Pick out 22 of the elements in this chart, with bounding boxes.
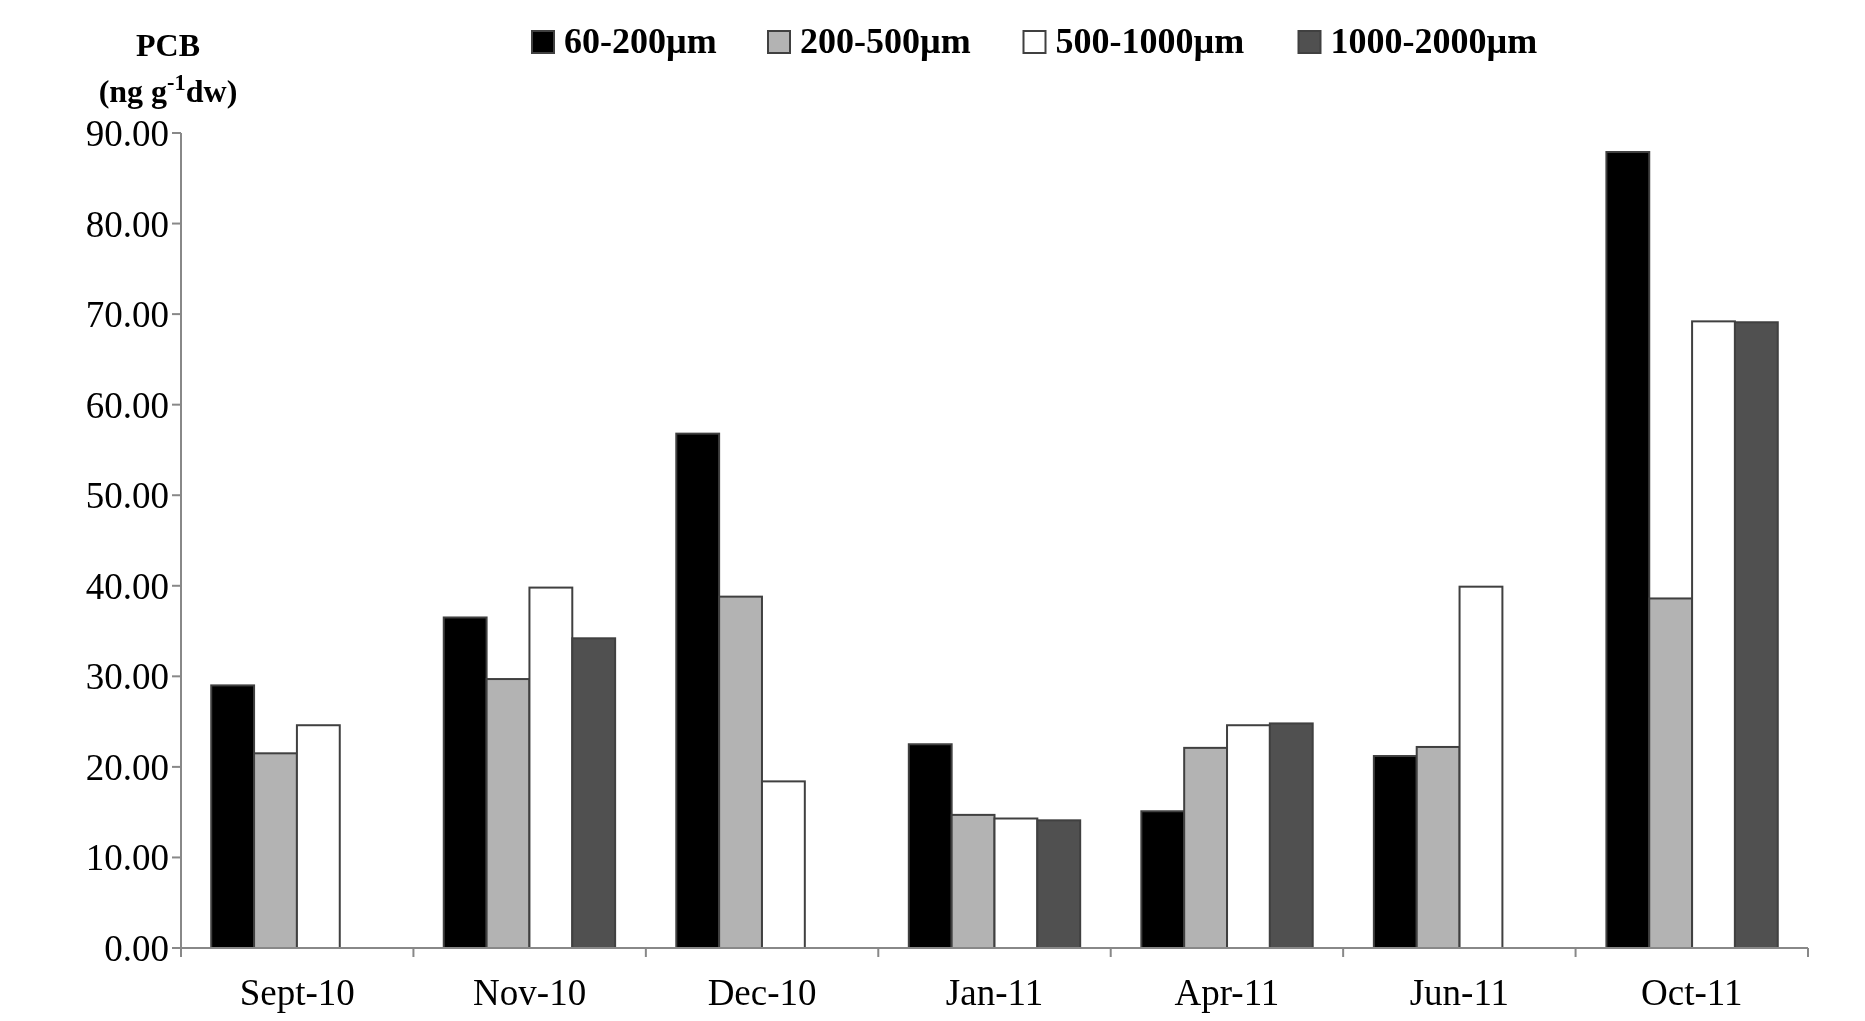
- legend-label: 500-1000µm: [1055, 21, 1245, 61]
- y-tick-label: 80.00: [85, 203, 169, 245]
- x-tick-label: Oct-11: [1641, 972, 1743, 1013]
- y-axis-title: PCB (ng g$^{-1}$dw): [98, 27, 238, 109]
- y-tick-label: 20.00: [85, 746, 169, 788]
- y-tick-label: 50.00: [85, 475, 169, 517]
- y-tick-label: 10.00: [85, 837, 169, 879]
- x-tick-label: Nov-10: [473, 972, 587, 1013]
- x-tick-label: Dec-10: [707, 972, 817, 1013]
- x-tick-label: Jan-11: [945, 972, 1044, 1013]
- y-tick-label: 90.00: [85, 112, 169, 154]
- x-tick-label: Jun-11: [1409, 972, 1510, 1013]
- y-tick-label: 0.00: [104, 927, 169, 969]
- legend-label: 200-500µm: [800, 21, 971, 61]
- y-tick-label: 40.00: [85, 565, 169, 607]
- legend-label: 60-200µm: [564, 21, 717, 61]
- y-tick-label: 30.00: [85, 656, 169, 698]
- y-tick-label: 70.00: [85, 294, 169, 336]
- y-tick-label: 60.00: [85, 384, 169, 426]
- x-tick-label: Sept-10: [239, 972, 355, 1013]
- legend-label: 1000-2000µm: [1330, 21, 1538, 61]
- x-tick-label: Apr-11: [1174, 972, 1280, 1013]
